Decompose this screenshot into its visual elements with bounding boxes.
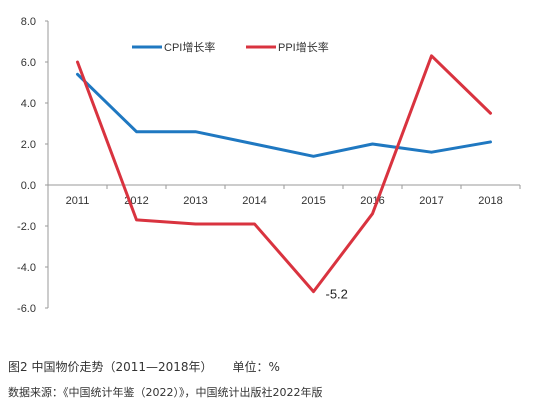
figure-caption: 图2 中国物价走势（2011—2018年） 单位：% (8, 358, 280, 375)
y-axis: 8.0 6.0 4.0 2.0 0.0 -2.0 -4.0 -6.0 (17, 16, 49, 315)
x-tick-label: 2017 (419, 195, 443, 207)
legend-label: PPI增长率 (278, 40, 329, 54)
x-tick-label: 2011 (66, 195, 90, 207)
legend-label: CPI增长率 (164, 40, 215, 54)
annotations: -5.2 (326, 287, 348, 302)
x-tick-label: 2014 (242, 195, 266, 207)
figure-title: 图2 中国物价走势（2011—2018年） (8, 360, 213, 374)
legend: CPI增长率 PPI增长率 (132, 40, 329, 54)
series-line-1 (76, 72, 492, 158)
x-tick-label: 2018 (478, 195, 502, 207)
y-tick-label: -6.0 (17, 303, 36, 315)
source-note: 数据来源：《中国统计年鉴（2022）》，中国统计出版社2022年版 (8, 386, 323, 399)
y-tick-label: 4.0 (21, 98, 36, 110)
x-tick-label: 2016 (360, 195, 384, 207)
y-tick-label: 2.0 (21, 139, 36, 151)
y-tick-label: 6.0 (21, 57, 36, 69)
line-chart: 8.06.04.02.00.0-2.0-4.0-6.0 2011 2012 2013… (17, 16, 521, 315)
unit-label: 单位：% (232, 360, 280, 374)
x-axis: 2011 2012 2013 2014 2015 2016 2017 2018 (47, 184, 521, 207)
x-tick-label: 2013 (183, 195, 207, 207)
y-tick-label: 0.0 (21, 180, 36, 192)
y-tick-label: -2.0 (17, 221, 36, 233)
series-lines (76, 54, 492, 294)
y-tick-label: 8.0 (21, 16, 36, 28)
series-line-2 (76, 54, 492, 294)
data-label: -5.2 (326, 287, 348, 302)
y-tick-label: -4.0 (17, 262, 36, 274)
x-tick-label: 2015 (301, 195, 325, 207)
